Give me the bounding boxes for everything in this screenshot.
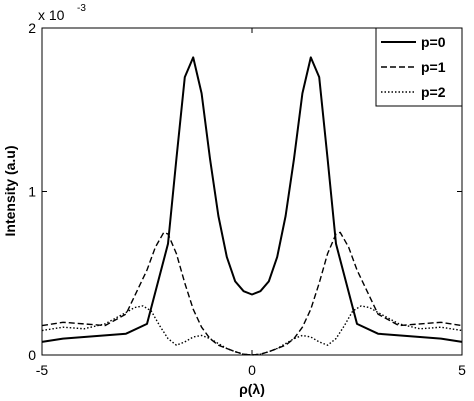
- y-tick-label: 0: [28, 347, 36, 363]
- x-tick-label: -5: [36, 362, 49, 378]
- series-line-p-0: [41, 56, 463, 343]
- legend-box: [375, 27, 463, 107]
- x-tick-label: 0: [248, 362, 256, 378]
- legend-label: p=2: [421, 84, 446, 100]
- y-tick-label: 1: [28, 184, 36, 200]
- x-axis-label: ρ(λ): [239, 381, 265, 397]
- series-lines: [41, 56, 463, 356]
- legend: p=0 p=1 p=2: [375, 27, 463, 107]
- y-axis-label: Intensity (a.u): [2, 145, 18, 236]
- x-tick-labels: -5 0 5: [36, 362, 466, 378]
- legend-label: p=0: [421, 34, 446, 50]
- x-tick-label: 5: [458, 362, 466, 378]
- y-multiplier-exponent: -3: [77, 3, 86, 14]
- series-line-p-1: [41, 231, 463, 356]
- y-tick-labels: 0 1 2: [28, 20, 36, 363]
- y-multiplier-label: x 10: [38, 7, 65, 23]
- series-line-p-2: [41, 305, 463, 356]
- legend-label: p=1: [421, 59, 446, 75]
- y-tick-label: 2: [28, 20, 36, 36]
